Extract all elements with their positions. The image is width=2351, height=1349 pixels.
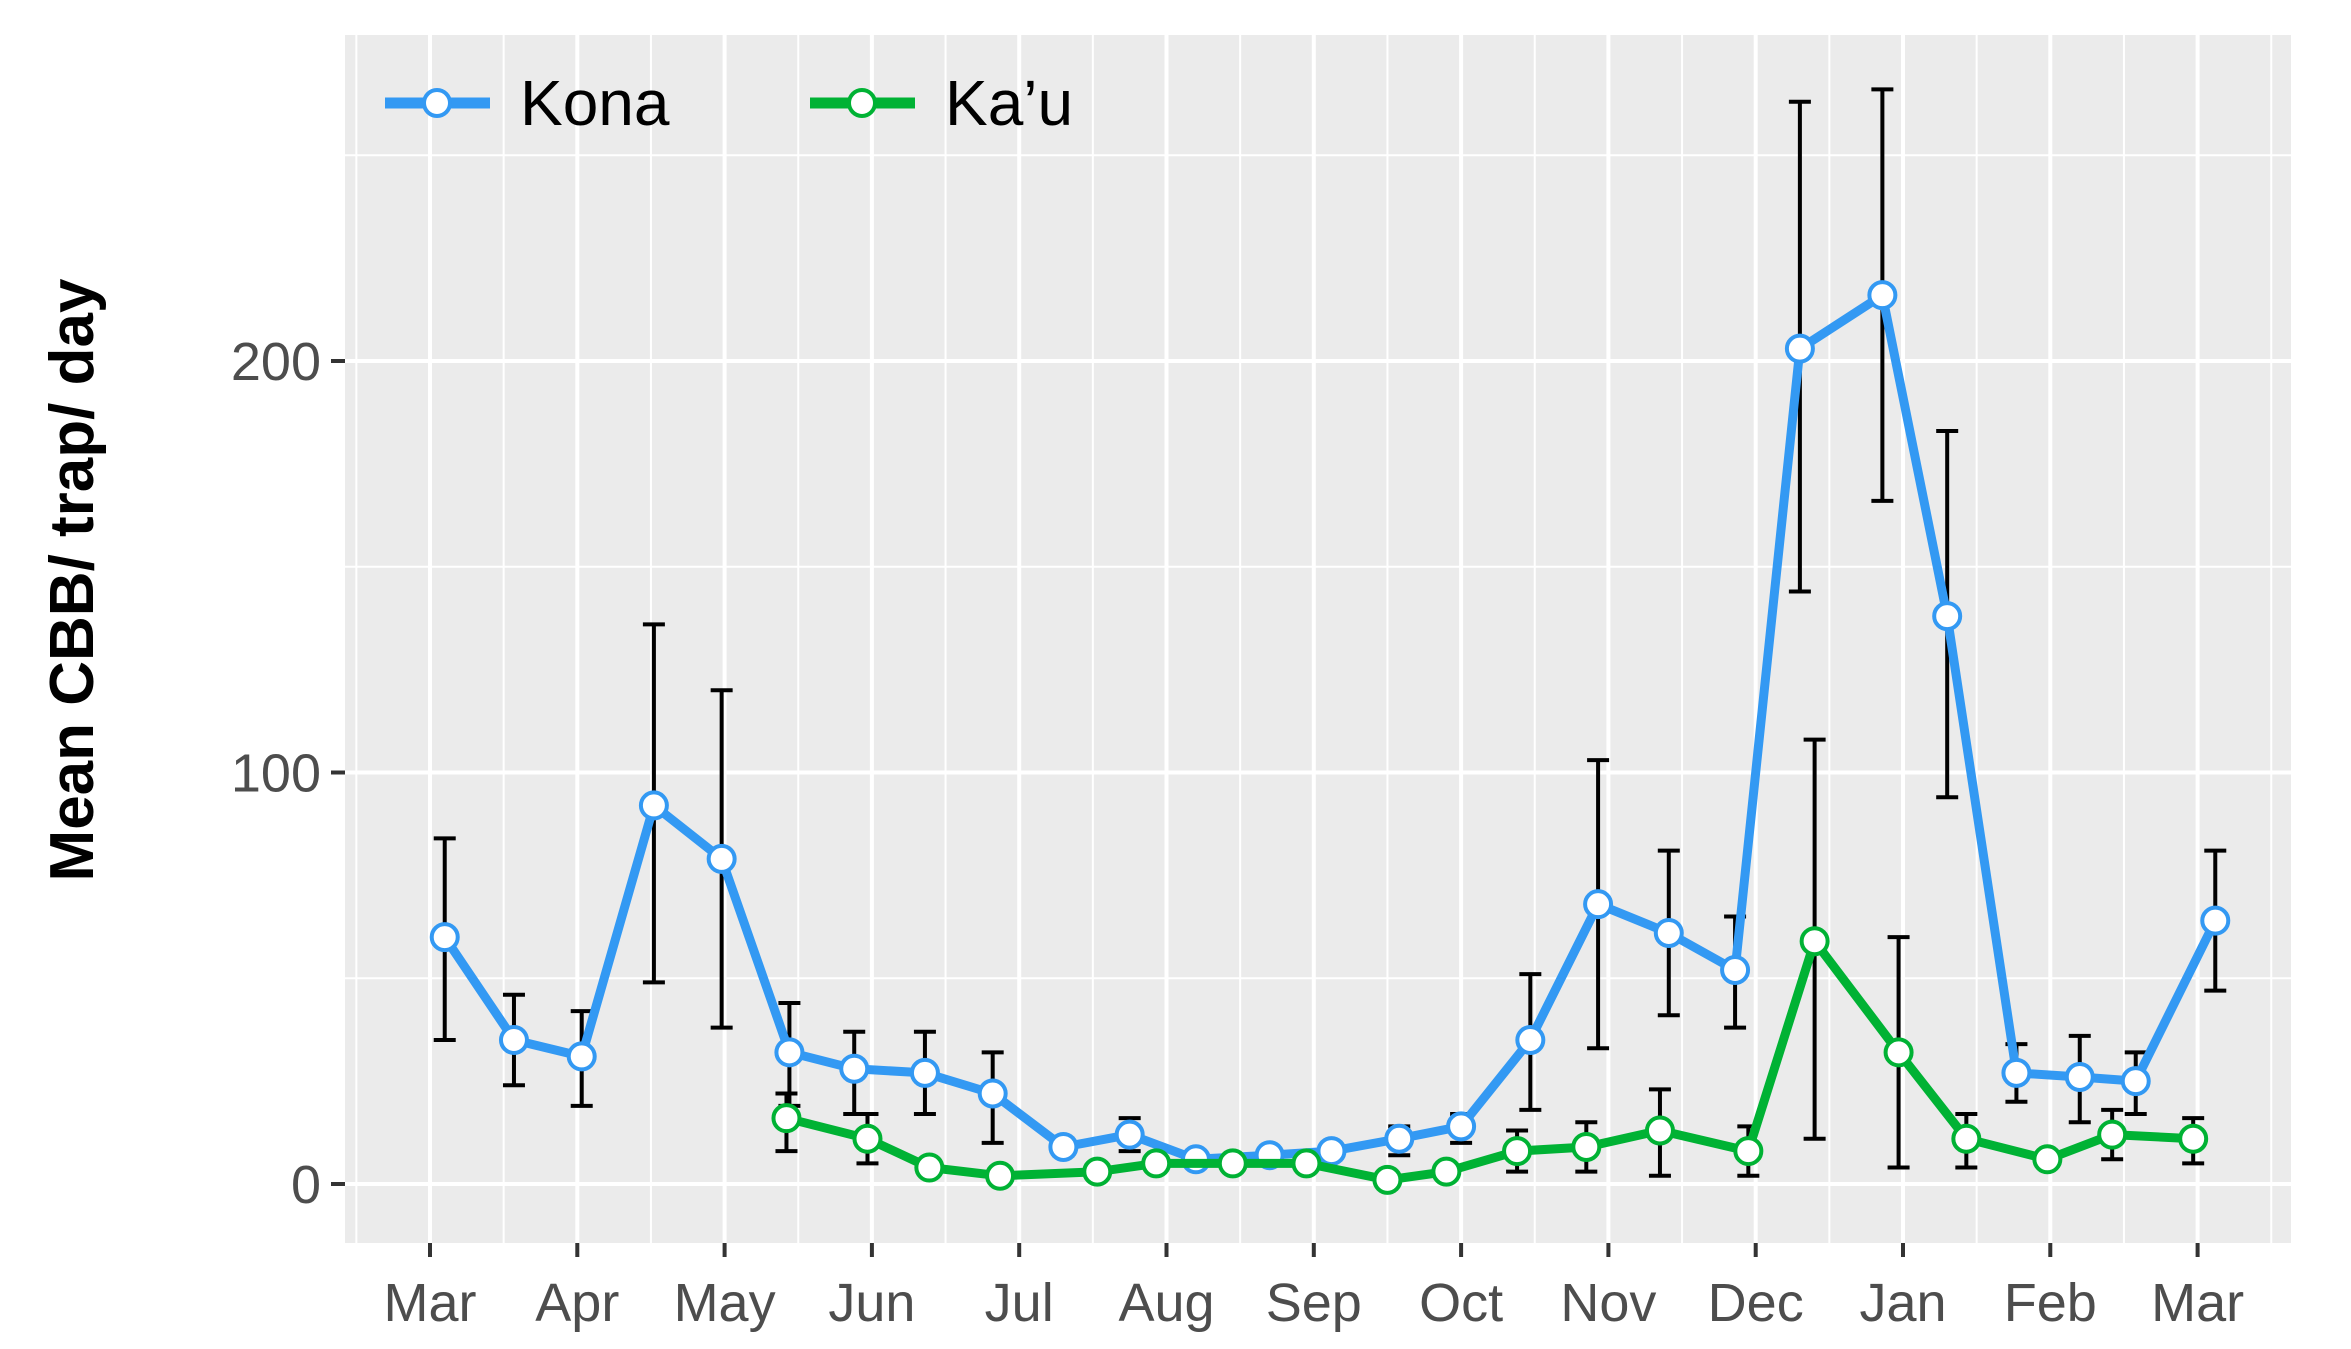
- data-point: [1720, 955, 1751, 986]
- x-tick-label: Jul: [985, 1273, 1054, 1333]
- data-point: [1114, 1119, 1145, 1150]
- data-point: [1799, 926, 1830, 957]
- axes: 0 100 200 Mar Apr May Jun Jul Aug Sep Oct Nov Dec Jan…: [231, 332, 2244, 1333]
- data-point: [1867, 280, 1898, 311]
- series-line: [782, 936, 2198, 1185]
- data-point: [1316, 1136, 1347, 1167]
- x-tick-label: Feb: [2004, 1273, 2097, 1333]
- series-layer: [429, 87, 2231, 1195]
- data-point: [985, 1160, 1016, 1191]
- legend: Kona Ka’u: [385, 67, 1073, 139]
- data-point: [706, 843, 737, 874]
- x-tick-label: Jan: [1859, 1273, 1946, 1333]
- series-0: [429, 87, 2231, 1175]
- data-point: [1502, 1136, 1533, 1167]
- data-point: [909, 1057, 940, 1088]
- x-tick-label: Mar: [384, 1273, 477, 1333]
- data-point: [566, 1041, 597, 1072]
- legend-key-marker: [422, 88, 452, 118]
- data-point: [852, 1123, 883, 1154]
- data-point: [1141, 1148, 1172, 1179]
- data-point: [2097, 1119, 2128, 1150]
- x-tick-label: Aug: [1118, 1273, 1214, 1333]
- y-tick-label: 0: [291, 1155, 321, 1215]
- legend-label: Ka’u: [945, 67, 1073, 139]
- data-point: [2200, 905, 2231, 936]
- data-point: [638, 790, 669, 821]
- x-tick-label: Nov: [1560, 1273, 1656, 1333]
- data-point: [2001, 1057, 2032, 1088]
- data-point: [774, 1037, 805, 1068]
- data-point: [429, 922, 460, 953]
- data-point: [2064, 1062, 2095, 1093]
- data-point: [839, 1053, 870, 1084]
- data-point: [1653, 917, 1684, 948]
- data-point: [2120, 1066, 2151, 1097]
- legend-label: Kona: [520, 67, 670, 139]
- data-point: [1883, 1037, 1914, 1068]
- data-point: [1217, 1148, 1248, 1179]
- x-tick-label: May: [674, 1273, 776, 1333]
- x-tick-label: Apr: [535, 1273, 619, 1333]
- data-point: [771, 1103, 802, 1134]
- data-point: [1571, 1131, 1602, 1162]
- data-point: [1951, 1123, 1982, 1154]
- data-point: [1733, 1136, 1764, 1167]
- data-point: [1583, 889, 1614, 920]
- data-point: [1784, 333, 1815, 364]
- data-point: [1372, 1164, 1403, 1195]
- x-tick-label: Sep: [1266, 1273, 1362, 1333]
- series-1: [771, 737, 2209, 1195]
- data-point: [2032, 1144, 2063, 1175]
- x-tick-label: Jun: [828, 1273, 915, 1333]
- x-tick-label: Oct: [1419, 1273, 1503, 1333]
- data-point: [914, 1152, 945, 1183]
- data-point: [1384, 1123, 1415, 1154]
- legend-key-marker: [847, 88, 877, 118]
- data-point: [1932, 601, 1963, 632]
- data-point: [1515, 1024, 1546, 1055]
- data-point: [1291, 1148, 1322, 1179]
- data-point: [1082, 1156, 1113, 1187]
- plot-panel: [345, 35, 2291, 1243]
- data-point: [498, 1024, 529, 1055]
- y-axis-label: Mean CBB/ trap/ day: [38, 278, 107, 881]
- data-point: [2178, 1123, 2209, 1154]
- data-point: [1431, 1156, 1462, 1187]
- x-tick-label: Mar: [2151, 1273, 2244, 1333]
- data-point: [1644, 1115, 1675, 1146]
- y-tick-label: 100: [231, 744, 321, 804]
- data-point: [1446, 1111, 1477, 1142]
- y-tick-label: 200: [231, 332, 321, 392]
- data-point: [977, 1078, 1008, 1109]
- x-tick-label: Dec: [1708, 1273, 1804, 1333]
- data-point: [1048, 1131, 1079, 1162]
